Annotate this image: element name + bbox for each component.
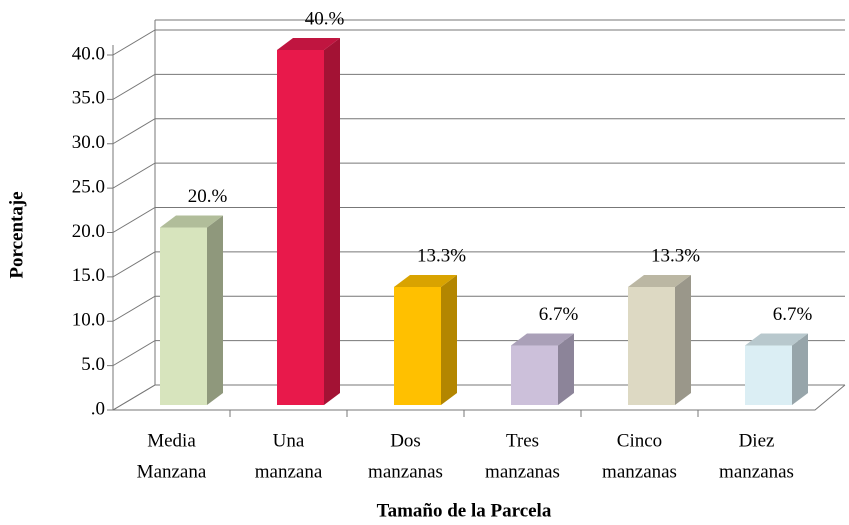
- y-tick-label: .0: [91, 398, 105, 419]
- x-tick-label: manzanas: [602, 461, 677, 482]
- y-tick-label: 10.0: [72, 310, 105, 331]
- y-tick-label: 25.0: [72, 176, 105, 197]
- x-axis-title: Tamaño de la Parcela: [377, 500, 552, 521]
- grid-line: [112, 73, 845, 100]
- bar: [511, 345, 558, 405]
- x-tick-label: manzanas: [719, 461, 794, 482]
- bar-top: [628, 274, 691, 287]
- y-tick-label: 15.0: [72, 265, 105, 286]
- data-label: 13.3%: [651, 245, 700, 266]
- grid-line: [112, 29, 845, 56]
- bar: [745, 345, 792, 405]
- y-tick-label: 5.0: [81, 354, 105, 375]
- bar-top: [394, 274, 457, 287]
- grid-line: [112, 207, 845, 233]
- grid-line: [112, 384, 845, 411]
- y-tick-label: 35.0: [72, 88, 105, 109]
- x-tick-label: Diez: [739, 430, 775, 451]
- bar-side: [675, 274, 691, 405]
- bar: [277, 50, 324, 405]
- bar-side: [792, 333, 808, 405]
- data-label: 6.7%: [539, 304, 579, 325]
- grid-line: [112, 295, 845, 322]
- x-tick-label: Dos: [390, 430, 421, 451]
- bar-top: [160, 215, 223, 228]
- grid-line: [112, 162, 845, 189]
- bar: [160, 227, 207, 405]
- data-label: 13.3%: [417, 245, 466, 266]
- bar-side: [207, 215, 223, 405]
- bar-top: [277, 38, 340, 50]
- x-tick-label: Manzana: [137, 461, 207, 482]
- x-tick-label: manzanas: [368, 461, 443, 482]
- bar-side: [558, 333, 574, 405]
- y-tick-label: 20.0: [72, 221, 105, 242]
- x-tick-label: manzana: [255, 461, 323, 482]
- bar-side: [324, 38, 340, 405]
- bar: [628, 286, 675, 405]
- x-tick-label: Una: [273, 430, 305, 451]
- grid-line: [112, 251, 845, 278]
- x-tick-label: manzanas: [485, 461, 560, 482]
- data-label: 6.7%: [773, 304, 813, 325]
- x-tick-label: Tres: [506, 430, 539, 451]
- x-tick-label: Media: [147, 430, 196, 451]
- bar: [394, 286, 441, 405]
- bar-top: [511, 333, 574, 346]
- bar-top: [745, 333, 808, 346]
- bar-side: [441, 274, 457, 405]
- x-tick-label: Cinco: [617, 430, 662, 451]
- y-tick-label: 30.0: [72, 132, 105, 153]
- grid-line: [112, 118, 845, 145]
- y-tick-label: 40.0: [72, 43, 105, 64]
- data-label: 20.%: [188, 186, 228, 207]
- grid-line: [112, 340, 845, 367]
- y-axis-title: Porcentaje: [6, 191, 27, 278]
- data-label: 40.%: [305, 8, 345, 29]
